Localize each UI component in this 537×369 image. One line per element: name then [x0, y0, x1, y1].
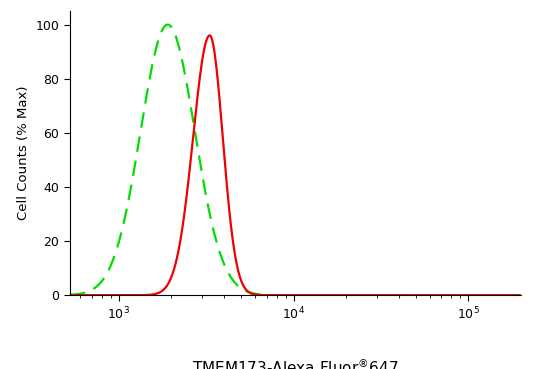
Text: TMEM173-Alexa Fluor$^{\circledR}$647: TMEM173-Alexa Fluor$^{\circledR}$647: [192, 358, 398, 369]
Y-axis label: Cell Counts (% Max): Cell Counts (% Max): [17, 86, 30, 220]
